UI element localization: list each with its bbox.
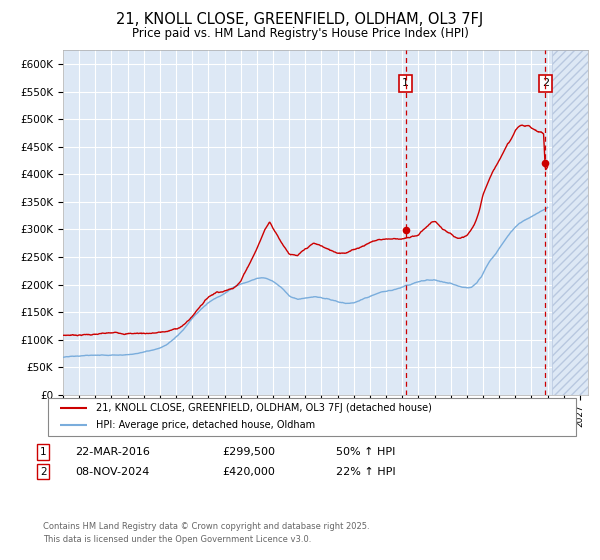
Text: 22% ↑ HPI: 22% ↑ HPI xyxy=(336,466,395,477)
Text: 50% ↑ HPI: 50% ↑ HPI xyxy=(336,447,395,457)
Bar xyxy=(553,50,588,395)
Text: 2: 2 xyxy=(40,466,47,477)
Text: 21, KNOLL CLOSE, GREENFIELD, OLDHAM, OL3 7FJ (detached house): 21, KNOLL CLOSE, GREENFIELD, OLDHAM, OL3… xyxy=(96,403,432,413)
Text: 22-MAR-2016: 22-MAR-2016 xyxy=(75,447,150,457)
Text: 1: 1 xyxy=(402,78,409,88)
Text: 08-NOV-2024: 08-NOV-2024 xyxy=(75,466,149,477)
Text: 2: 2 xyxy=(542,78,549,88)
Text: HPI: Average price, detached house, Oldham: HPI: Average price, detached house, Oldh… xyxy=(96,421,315,431)
Bar xyxy=(553,50,588,395)
Text: 21, KNOLL CLOSE, GREENFIELD, OLDHAM, OL3 7FJ: 21, KNOLL CLOSE, GREENFIELD, OLDHAM, OL3… xyxy=(116,12,484,27)
Text: Price paid vs. HM Land Registry's House Price Index (HPI): Price paid vs. HM Land Registry's House … xyxy=(131,27,469,40)
Text: Contains HM Land Registry data © Crown copyright and database right 2025.
This d: Contains HM Land Registry data © Crown c… xyxy=(43,522,370,544)
Text: £420,000: £420,000 xyxy=(222,466,275,477)
Text: £299,500: £299,500 xyxy=(222,447,275,457)
Text: 1: 1 xyxy=(40,447,47,457)
